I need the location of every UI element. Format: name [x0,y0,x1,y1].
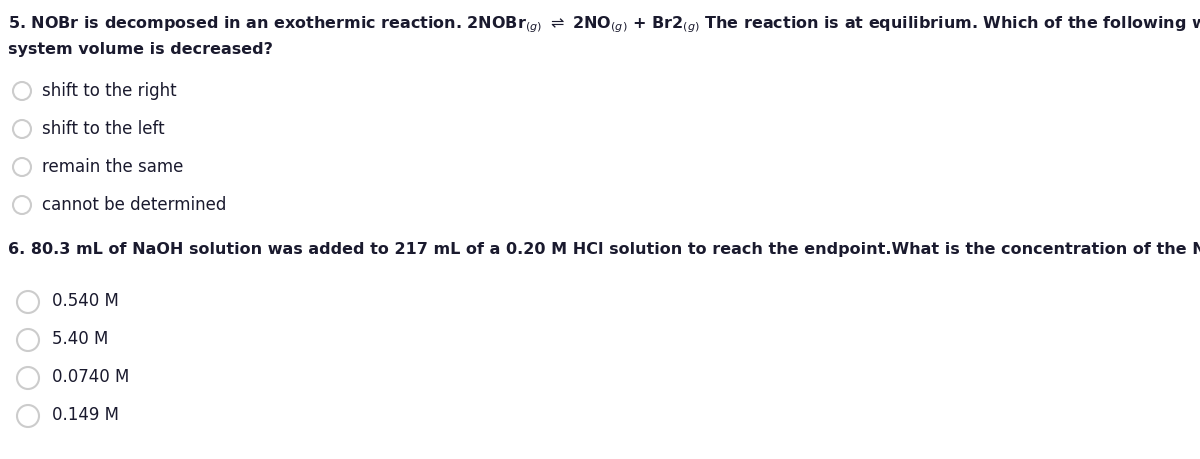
Text: cannot be determined: cannot be determined [42,196,227,213]
Text: shift to the left: shift to the left [42,120,164,138]
Text: 5. NOBr is decomposed in an exothermic reaction. 2NOBr$_{(g)}$ $\rightleftharpoo: 5. NOBr is decomposed in an exothermic r… [8,14,1200,34]
Text: 0.149 M: 0.149 M [52,405,119,423]
Text: 5.40 M: 5.40 M [52,329,108,347]
Text: 6. 80.3 mL of NaOH solution was added to 217 mL of a 0.20 M HCl solution to reac: 6. 80.3 mL of NaOH solution was added to… [8,241,1200,257]
Text: shift to the right: shift to the right [42,82,176,100]
Text: 0.540 M: 0.540 M [52,291,119,309]
Text: 0.0740 M: 0.0740 M [52,367,130,385]
Text: remain the same: remain the same [42,157,184,176]
Text: system volume is decreased?: system volume is decreased? [8,42,272,57]
